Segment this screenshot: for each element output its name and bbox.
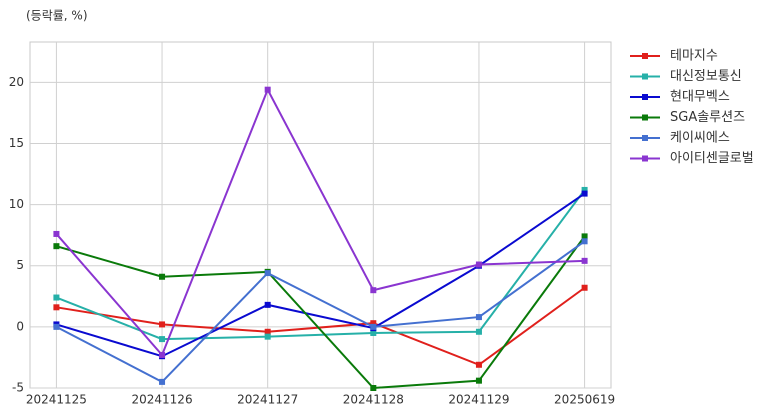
series-line	[56, 189, 586, 341]
point	[581, 186, 588, 193]
series-line	[55, 240, 586, 384]
y-tick-label: 5	[16, 258, 24, 272]
series-line	[56, 286, 586, 366]
point	[53, 243, 60, 250]
x-tick-label: 20241129	[448, 393, 509, 407]
point	[581, 233, 588, 240]
point	[475, 361, 482, 368]
point	[370, 385, 377, 391]
series-line	[56, 192, 586, 358]
point	[264, 270, 271, 277]
series-line	[55, 87, 585, 357]
legend-marker	[642, 73, 648, 80]
point	[581, 257, 588, 264]
point	[264, 333, 271, 340]
point	[264, 301, 271, 308]
point	[581, 284, 588, 291]
legend-marker	[642, 135, 648, 141]
point	[475, 314, 482, 321]
x-tick-label: 20241126	[132, 393, 193, 407]
y-tick-label: 0	[16, 319, 24, 333]
point	[475, 377, 482, 384]
point	[264, 328, 271, 335]
y-tick-label: 10	[9, 197, 24, 211]
point	[264, 86, 271, 93]
x-tick-label: 20250619	[554, 393, 615, 407]
legend-marker	[642, 94, 648, 100]
legend-label: 대신정보통신	[670, 69, 742, 84]
x-tick-label: 20241128	[343, 393, 404, 407]
point	[475, 328, 482, 335]
legend-label: SGA솔루션즈	[670, 110, 745, 125]
point	[159, 273, 166, 280]
point	[53, 323, 60, 330]
x-tick-label: 20241125	[26, 393, 87, 407]
legend-marker	[642, 155, 648, 162]
point	[370, 323, 377, 330]
point	[581, 238, 588, 245]
point	[159, 336, 166, 343]
grid	[30, 42, 611, 389]
point	[581, 190, 588, 197]
series-line	[56, 235, 586, 390]
point	[370, 287, 377, 294]
legend-label: 아이티센글로벌	[670, 151, 754, 166]
point	[53, 304, 60, 311]
x-tick-label: 20241127	[237, 393, 298, 407]
point	[159, 378, 166, 385]
point	[53, 230, 60, 237]
point	[159, 351, 166, 358]
point	[53, 294, 60, 301]
legend-label: 현대무벡스	[670, 90, 730, 105]
legend-label: 테마지수	[670, 49, 718, 64]
y-tick-label: 20	[9, 75, 24, 89]
point	[370, 320, 377, 327]
y-axis-label: (등락률, %)	[26, 9, 88, 23]
point	[475, 261, 482, 268]
legend-marker	[642, 114, 648, 121]
plot-frame	[29, 41, 612, 389]
point	[370, 329, 377, 336]
legend-marker	[642, 53, 648, 59]
y-tick-label: -5	[12, 381, 24, 395]
y-tick-label: 15	[9, 136, 24, 150]
point	[159, 321, 166, 328]
legend-label: 케이씨에스	[670, 131, 730, 146]
